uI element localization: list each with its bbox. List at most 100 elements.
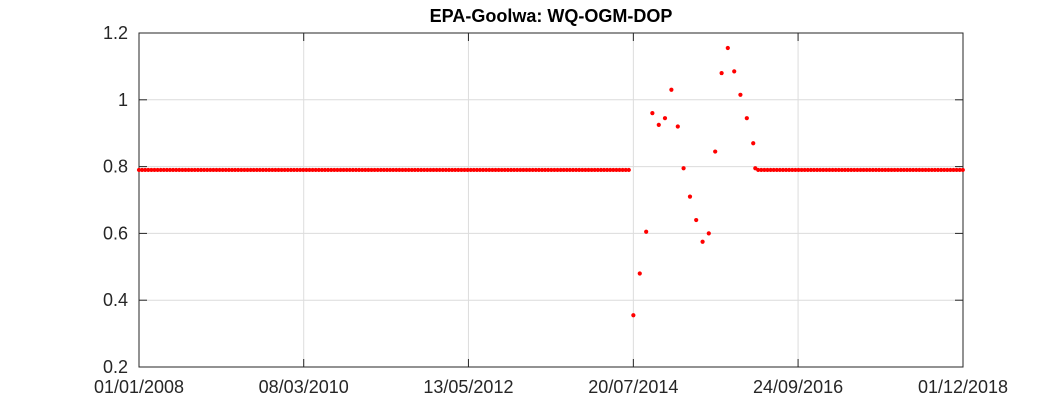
data-point xyxy=(920,167,925,173)
data-point xyxy=(725,45,730,51)
data-point xyxy=(381,167,387,173)
data-point xyxy=(601,167,607,173)
data-point xyxy=(521,167,526,173)
data-point xyxy=(960,167,965,173)
data-point xyxy=(935,167,941,173)
data-point xyxy=(932,167,937,173)
data-point xyxy=(617,167,622,173)
data-point xyxy=(384,167,390,173)
data-point xyxy=(326,167,331,173)
data-point xyxy=(332,167,337,173)
data-point xyxy=(765,167,770,173)
data-point xyxy=(620,167,625,173)
data-point xyxy=(833,167,838,173)
data-point xyxy=(180,167,185,173)
data-point xyxy=(811,167,817,173)
data-point xyxy=(477,167,483,173)
data-point xyxy=(149,167,154,173)
data-point xyxy=(428,167,433,173)
data-point xyxy=(189,167,194,173)
data-point xyxy=(901,167,906,173)
data-point xyxy=(751,141,756,146)
data-point xyxy=(233,167,238,173)
data-point xyxy=(883,167,888,173)
data-point xyxy=(462,167,467,173)
data-point xyxy=(713,149,718,154)
data-point xyxy=(291,167,297,173)
data-point xyxy=(783,167,789,173)
data-point xyxy=(257,167,263,173)
y-tick-label: 0.8 xyxy=(103,157,128,177)
data-point xyxy=(951,167,956,173)
data-point xyxy=(552,167,557,173)
data-point xyxy=(818,167,823,173)
data-point xyxy=(762,167,767,173)
y-tick-label: 1 xyxy=(118,90,128,110)
data-point xyxy=(363,167,368,173)
data-point xyxy=(771,167,776,173)
data-point xyxy=(322,167,328,173)
data-point xyxy=(942,167,947,173)
data-point xyxy=(870,167,875,173)
data-point xyxy=(858,167,863,173)
data-point xyxy=(174,167,179,173)
data-point xyxy=(518,167,523,173)
data-point xyxy=(656,122,661,127)
data-point xyxy=(570,167,576,173)
x-tick-label: 08/03/2010 xyxy=(259,377,349,397)
data-point xyxy=(614,167,619,173)
data-point xyxy=(499,167,504,173)
data-point xyxy=(239,167,244,173)
data-point xyxy=(412,167,418,173)
data-point xyxy=(821,167,826,173)
data-point xyxy=(140,167,145,173)
data-point xyxy=(876,167,882,173)
data-point xyxy=(248,167,253,173)
data-point xyxy=(527,167,532,173)
data-point xyxy=(706,231,711,236)
data-point xyxy=(391,167,396,173)
data-point xyxy=(719,70,724,76)
data-point xyxy=(793,167,798,173)
data-point xyxy=(589,167,594,173)
y-tick-labels: 0.2 0.4 0.6 0.8 1 1.2 xyxy=(103,23,128,377)
data-point xyxy=(211,167,216,173)
data-point xyxy=(898,167,903,173)
x-tick-labels: 01/01/2008 08/03/2010 13/05/2012 20/07/2014… xyxy=(94,377,1008,397)
data-point xyxy=(852,167,857,173)
data-point xyxy=(378,167,383,173)
data-point xyxy=(808,167,813,173)
data-point xyxy=(586,167,591,173)
data-point xyxy=(264,167,269,173)
data-point xyxy=(155,167,160,173)
data-point xyxy=(422,167,427,173)
data-point xyxy=(774,167,779,173)
data-point xyxy=(567,167,573,173)
data-point xyxy=(907,167,913,173)
data-point xyxy=(285,167,290,173)
data-point xyxy=(904,167,910,173)
data-point xyxy=(456,167,461,173)
data-point xyxy=(759,167,764,173)
data-point xyxy=(662,116,668,121)
data-point xyxy=(892,167,897,173)
data-point xyxy=(543,167,548,173)
data-point xyxy=(849,167,854,173)
data-point xyxy=(780,167,786,173)
data-point xyxy=(827,167,832,173)
data-point xyxy=(260,167,266,173)
data-point xyxy=(555,167,560,173)
data-point xyxy=(360,167,365,173)
data-point xyxy=(167,167,173,173)
data-point xyxy=(694,217,699,223)
data-point xyxy=(623,167,628,173)
data-point xyxy=(270,167,275,173)
data-point xyxy=(496,167,501,173)
data-point xyxy=(845,167,851,173)
data-point xyxy=(158,167,163,173)
data-point xyxy=(917,167,922,173)
data-point xyxy=(310,167,315,173)
data-point xyxy=(273,167,278,173)
data-point xyxy=(605,167,610,173)
